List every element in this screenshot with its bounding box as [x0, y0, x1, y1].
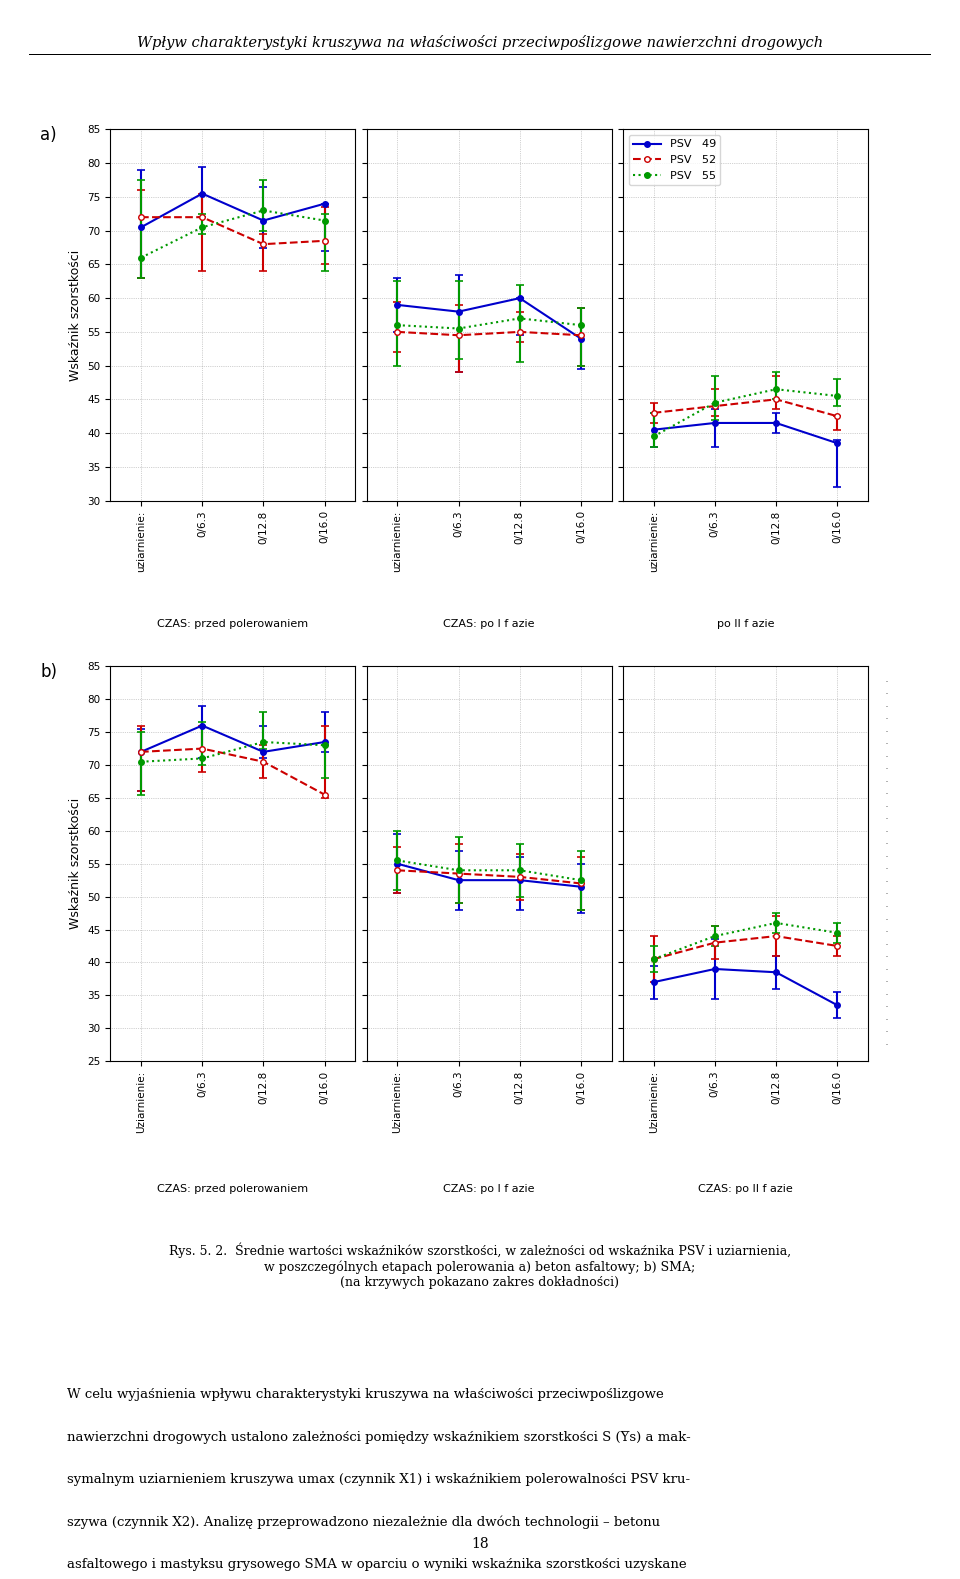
- Text: ·: ·: [884, 963, 888, 977]
- Text: ·: ·: [884, 902, 888, 914]
- Y-axis label: Wskaźnik szorstkości: Wskaźnik szorstkości: [69, 249, 82, 381]
- Text: ·: ·: [884, 927, 888, 940]
- Text: ·: ·: [884, 876, 888, 889]
- Text: a): a): [40, 126, 57, 144]
- Text: ·: ·: [884, 851, 888, 864]
- Y-axis label: Wskaźnik szorstkości: Wskaźnik szorstkości: [69, 797, 82, 930]
- Text: ·: ·: [884, 938, 888, 952]
- Text: ·: ·: [884, 788, 888, 801]
- Text: CZAS: przed polerowaniem: CZAS: przed polerowaniem: [157, 1184, 308, 1194]
- Text: CZAS: po I f azie: CZAS: po I f azie: [444, 1184, 535, 1194]
- Text: ·: ·: [884, 775, 888, 790]
- Text: ·: ·: [884, 889, 888, 902]
- Text: ·: ·: [884, 1014, 888, 1026]
- Text: symalnym uziarnieniem kruszywa umax (czynnik X1) i wskaźnikiem polerowalności PS: symalnym uziarnieniem kruszywa umax (czy…: [67, 1473, 690, 1486]
- Text: szywa (czynnik X2). Analizę przeprowadzono niezależnie dla dwóch technologii – b: szywa (czynnik X2). Analizę przeprowadzo…: [67, 1516, 660, 1530]
- Legend: PSV   49, PSV   52, PSV   55: PSV 49, PSV 52, PSV 55: [629, 136, 720, 185]
- Text: CZAS: przed polerowaniem: CZAS: przed polerowaniem: [157, 619, 308, 628]
- Text: ·: ·: [884, 801, 888, 813]
- Text: ·: ·: [884, 988, 888, 1001]
- Text: asfaltowego i mastyksu grysowego SMA w oparciu o wyniki wskaźnika szorstkości uz: asfaltowego i mastyksu grysowego SMA w o…: [67, 1558, 686, 1571]
- Text: CZAS: po I f azie: CZAS: po I f azie: [444, 619, 535, 628]
- Text: ·: ·: [884, 688, 888, 701]
- Text: ·: ·: [884, 826, 888, 838]
- Text: Rys. 5. 2.  Średnie wartości wskaźników szorstkości, w zależności od wskaźnika P: Rys. 5. 2. Średnie wartości wskaźników s…: [169, 1243, 791, 1288]
- Text: ·: ·: [884, 838, 888, 851]
- Text: Wpływ charakterystyki kruszywa na właściwości przeciwpoślizgowe nawierzchni drog: Wpływ charakterystyki kruszywa na właści…: [137, 35, 823, 49]
- Text: ·: ·: [884, 714, 888, 726]
- Text: W celu wyjaśnienia wpływu charakterystyki kruszywa na właściwości przeciwpoślizg: W celu wyjaśnienia wpływu charakterystyk…: [67, 1388, 664, 1401]
- Text: ·: ·: [884, 914, 888, 927]
- Text: ·: ·: [884, 951, 888, 965]
- Text: ·: ·: [884, 676, 888, 688]
- Text: ·: ·: [884, 976, 888, 988]
- Text: CZAS: po II f azie: CZAS: po II f azie: [698, 1184, 793, 1194]
- Text: ·: ·: [884, 1039, 888, 1052]
- Text: 18: 18: [471, 1536, 489, 1551]
- Text: ·: ·: [884, 1001, 888, 1014]
- Text: ·: ·: [884, 739, 888, 752]
- Text: po II f azie: po II f azie: [717, 619, 774, 628]
- Text: ·: ·: [884, 864, 888, 876]
- Text: ·: ·: [884, 813, 888, 826]
- Text: ·: ·: [884, 750, 888, 764]
- Text: b): b): [40, 663, 58, 681]
- Text: ·: ·: [884, 701, 888, 714]
- Text: ·: ·: [884, 763, 888, 777]
- Text: nawierzchni drogowych ustalono zależności pomiędzy wskaźnikiem szorstkości S (Y̅: nawierzchni drogowych ustalono zależnośc…: [67, 1431, 691, 1443]
- Text: ·: ·: [884, 1026, 888, 1039]
- Text: ·: ·: [884, 726, 888, 739]
